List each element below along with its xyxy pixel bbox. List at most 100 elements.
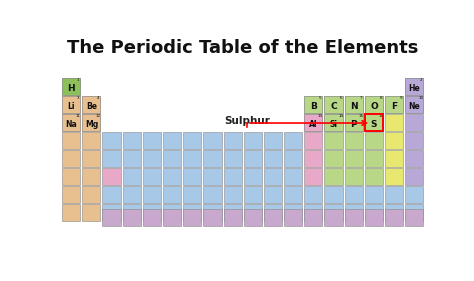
- Text: 14: 14: [338, 114, 343, 118]
- Bar: [143, 168, 161, 185]
- Bar: [345, 186, 363, 203]
- Bar: [385, 186, 403, 203]
- Text: Ne: Ne: [409, 102, 420, 111]
- Bar: [82, 205, 100, 221]
- Text: 15: 15: [358, 114, 364, 118]
- Bar: [143, 205, 161, 221]
- Bar: [62, 132, 80, 149]
- Text: Na: Na: [65, 121, 77, 130]
- Bar: [163, 168, 181, 185]
- Text: 3: 3: [77, 96, 80, 100]
- Text: N: N: [350, 102, 358, 111]
- Text: 4: 4: [97, 96, 100, 100]
- Bar: [304, 209, 322, 226]
- Bar: [163, 205, 181, 221]
- Bar: [102, 168, 120, 185]
- Bar: [325, 150, 343, 167]
- Bar: [365, 150, 383, 167]
- Bar: [345, 96, 363, 113]
- Bar: [405, 205, 423, 221]
- Bar: [62, 78, 80, 95]
- Bar: [244, 168, 262, 185]
- Bar: [143, 150, 161, 167]
- Text: O: O: [370, 102, 378, 111]
- Bar: [224, 205, 242, 221]
- Bar: [62, 168, 80, 185]
- Bar: [405, 150, 423, 167]
- Bar: [325, 205, 343, 221]
- Bar: [102, 186, 120, 203]
- Text: 1: 1: [77, 78, 80, 82]
- Bar: [62, 114, 80, 131]
- Bar: [224, 150, 242, 167]
- Bar: [123, 168, 141, 185]
- Bar: [102, 209, 120, 226]
- Bar: [163, 186, 181, 203]
- Text: F: F: [391, 102, 397, 111]
- Bar: [304, 205, 322, 221]
- Bar: [244, 205, 262, 221]
- Text: The Periodic Table of the Elements: The Periodic Table of the Elements: [67, 38, 419, 57]
- Text: Be: Be: [86, 102, 97, 111]
- Bar: [304, 186, 322, 203]
- Bar: [264, 186, 282, 203]
- Bar: [405, 114, 423, 131]
- Bar: [82, 96, 100, 113]
- Bar: [405, 78, 423, 95]
- Bar: [345, 96, 363, 113]
- Bar: [365, 209, 383, 226]
- Bar: [345, 168, 363, 185]
- Bar: [123, 186, 141, 203]
- Text: Sulphur: Sulphur: [224, 116, 270, 126]
- Text: 10: 10: [419, 96, 424, 100]
- Bar: [163, 132, 181, 149]
- Bar: [405, 96, 423, 113]
- Bar: [345, 114, 363, 131]
- Text: P: P: [351, 121, 357, 130]
- Bar: [102, 132, 120, 149]
- Text: 9: 9: [400, 96, 402, 100]
- Bar: [264, 132, 282, 149]
- Bar: [183, 150, 201, 167]
- Text: 6: 6: [339, 96, 342, 100]
- Bar: [325, 132, 343, 149]
- Bar: [345, 205, 363, 221]
- Bar: [62, 114, 80, 131]
- Bar: [143, 132, 161, 149]
- Bar: [264, 150, 282, 167]
- Bar: [82, 168, 100, 185]
- Bar: [123, 150, 141, 167]
- Bar: [244, 186, 262, 203]
- Bar: [405, 78, 423, 95]
- Bar: [82, 150, 100, 167]
- Bar: [405, 209, 423, 226]
- Text: Si: Si: [330, 121, 338, 130]
- Bar: [123, 205, 141, 221]
- Bar: [345, 132, 363, 149]
- Bar: [244, 132, 262, 149]
- Bar: [304, 96, 322, 113]
- Bar: [143, 209, 161, 226]
- Bar: [405, 132, 423, 149]
- Bar: [365, 114, 383, 131]
- Bar: [82, 96, 100, 113]
- Bar: [304, 114, 322, 131]
- Bar: [365, 96, 383, 113]
- Bar: [405, 186, 423, 203]
- Bar: [143, 186, 161, 203]
- Bar: [123, 209, 141, 226]
- Bar: [224, 209, 242, 226]
- Bar: [325, 96, 343, 113]
- Bar: [365, 114, 383, 131]
- Bar: [163, 150, 181, 167]
- Text: Mg: Mg: [85, 121, 98, 130]
- Bar: [385, 150, 403, 167]
- Bar: [244, 209, 262, 226]
- Bar: [365, 186, 383, 203]
- Bar: [365, 114, 383, 131]
- Bar: [405, 168, 423, 185]
- Bar: [264, 205, 282, 221]
- Bar: [365, 205, 383, 221]
- Bar: [62, 150, 80, 167]
- Bar: [365, 132, 383, 149]
